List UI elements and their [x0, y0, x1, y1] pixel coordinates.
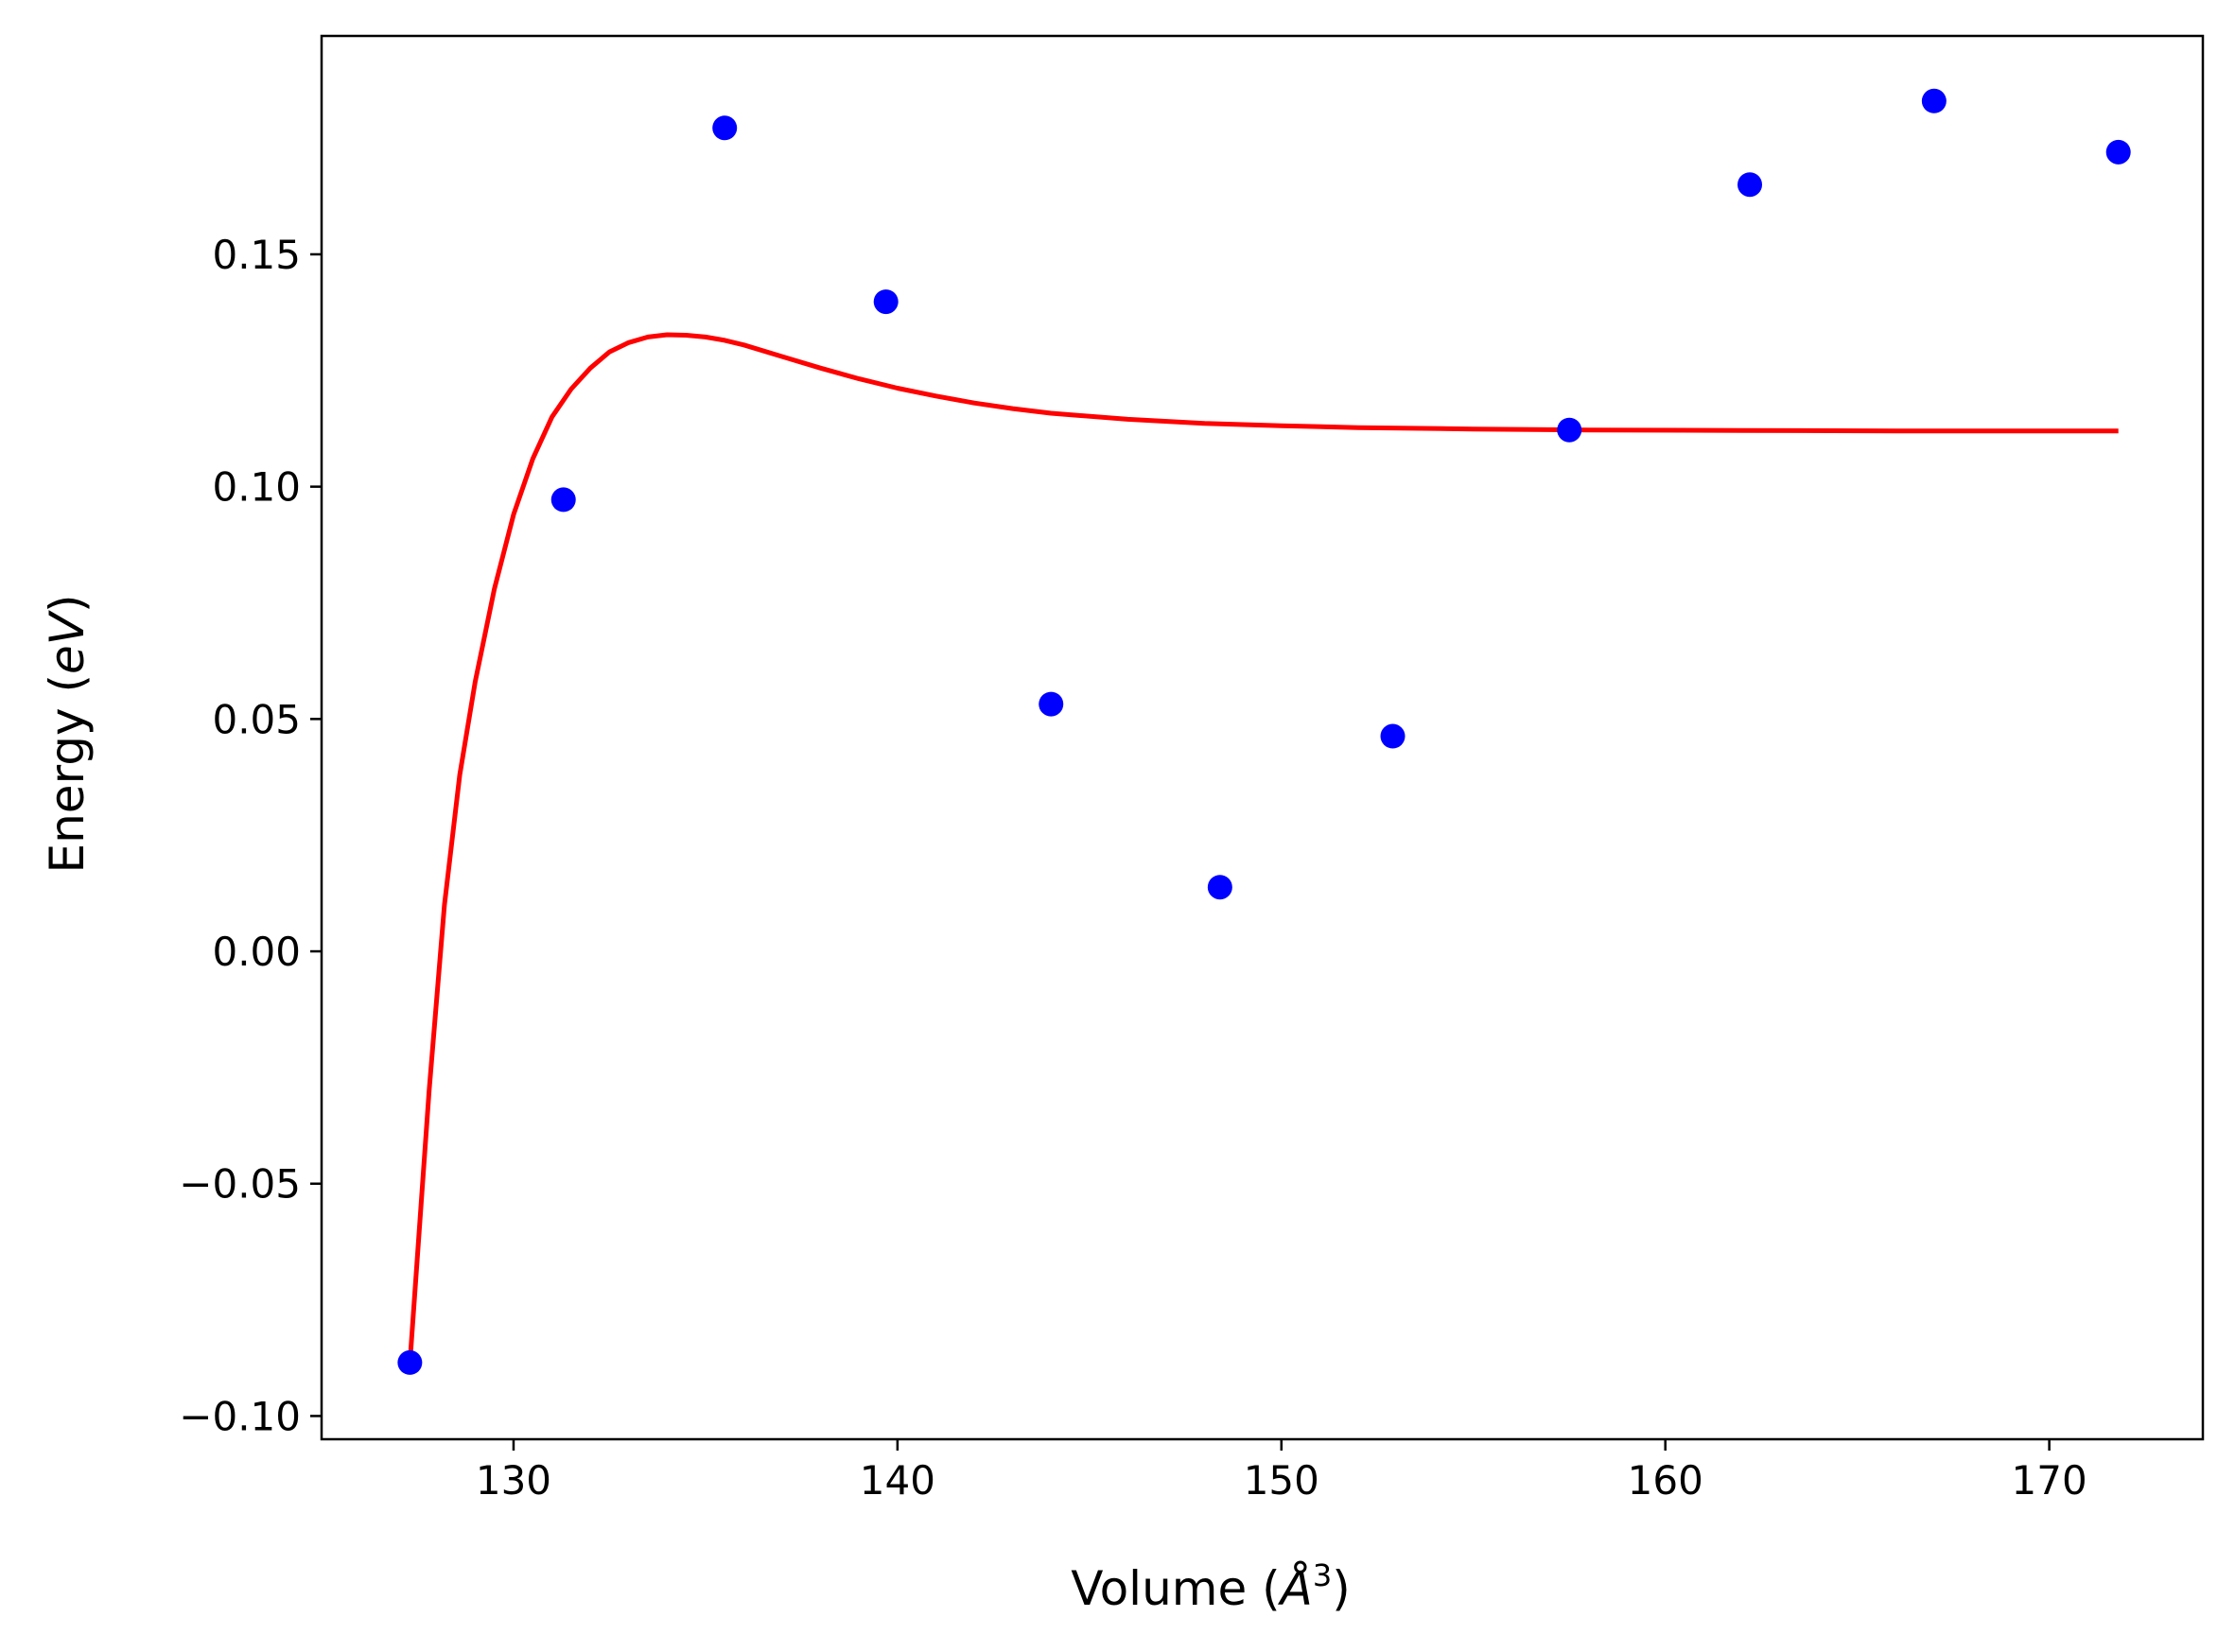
- x-tick-label: 150: [1244, 1457, 1319, 1504]
- data-point: [397, 1349, 423, 1375]
- x-axis-label-suffix: ): [1332, 1561, 1351, 1616]
- fit-curve: [407, 332, 2119, 1364]
- y-axis-label-prefix: Energy (: [40, 674, 95, 873]
- x-axis-label: Volume (Å3): [1071, 1557, 1350, 1616]
- x-tick-label: 140: [860, 1457, 935, 1504]
- data-point: [1207, 875, 1232, 900]
- x-axis-label-exponent: 3: [1313, 1557, 1332, 1593]
- x-axis-ticks: 130 140 150 160 170: [476, 1439, 2087, 1504]
- fit-curve-layer: [407, 332, 2119, 1364]
- y-axis-label-suffix: ): [40, 595, 95, 614]
- y-tick-label: −0.05: [179, 1161, 301, 1208]
- x-tick-label: 160: [1628, 1457, 1703, 1504]
- data-point: [1380, 723, 1406, 749]
- x-tick-label: 130: [476, 1457, 551, 1504]
- data-points-layer: [397, 88, 2131, 1375]
- data-point: [873, 289, 899, 315]
- data-point: [1921, 88, 1947, 113]
- y-tick-label: 0.05: [212, 696, 301, 742]
- data-point: [1557, 417, 1582, 443]
- plot-area-frame: [320, 34, 2205, 1441]
- data-point: [2105, 139, 2131, 165]
- data-point: [1039, 691, 1064, 717]
- x-axis-label-prefix: Volume (: [1071, 1561, 1280, 1616]
- x-axis-label-unit: Å: [1278, 1561, 1313, 1616]
- y-tick-label: 0.10: [212, 464, 301, 511]
- y-axis-ticks: −0.10 −0.05 0.00 0.05 0.10 0.15: [179, 232, 322, 1439]
- y-axis-label: Energy (eV): [40, 595, 95, 874]
- data-point: [1737, 172, 1763, 198]
- data-point: [712, 115, 738, 141]
- y-tick-label: −0.10: [179, 1393, 301, 1439]
- data-point: [550, 487, 576, 513]
- y-tick-label: 0.00: [212, 929, 301, 975]
- x-tick-label: 170: [2012, 1457, 2087, 1504]
- y-axis-label-unit: eV: [40, 609, 95, 674]
- y-tick-label: 0.15: [212, 232, 301, 278]
